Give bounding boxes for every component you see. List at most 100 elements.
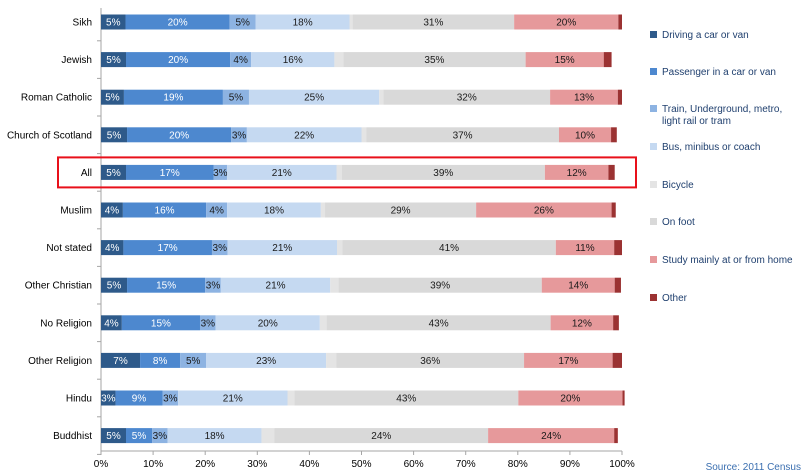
data-label: 5%	[132, 431, 147, 442]
legend-label: On foot	[662, 217, 695, 228]
data-label: 21%	[272, 243, 292, 254]
bar-segment	[349, 14, 353, 30]
legend-swatch	[650, 68, 657, 75]
x-tick-label: 100%	[609, 459, 635, 470]
bar-segment	[211, 240, 228, 256]
bar-segment	[206, 202, 228, 218]
bar-segment	[167, 428, 262, 444]
bar-segment	[222, 89, 249, 105]
data-label: 3%	[232, 130, 247, 141]
bar-segment	[127, 127, 232, 143]
category-label: Sikh	[73, 18, 92, 29]
bar-segment	[205, 277, 221, 293]
bar-segment	[337, 240, 343, 256]
highlight-box	[57, 156, 637, 189]
bar-segment	[320, 202, 326, 218]
bar-segment	[251, 52, 335, 68]
category-label: Buddhist	[53, 431, 92, 442]
data-label: 20%	[168, 55, 188, 66]
bar-segment	[178, 390, 288, 406]
bar-segment	[215, 315, 320, 331]
bar-segment	[617, 89, 622, 105]
data-label: 5%	[235, 18, 250, 29]
data-label: 20%	[168, 18, 188, 29]
legend-swatch	[650, 256, 657, 263]
data-label: 8%	[153, 356, 168, 367]
data-label: 5%	[106, 55, 121, 66]
data-label: 25%	[304, 93, 324, 104]
bar-segment	[366, 127, 559, 143]
category-label: Other Religion	[28, 356, 92, 367]
data-label: 36%	[420, 356, 440, 367]
data-label: 3%	[206, 281, 221, 292]
data-label: 5%	[229, 93, 244, 104]
bar-segment	[525, 52, 604, 68]
bar-segment	[514, 14, 619, 30]
bar-segment	[614, 428, 618, 444]
bar-segment	[180, 352, 207, 368]
bar-segment	[287, 390, 295, 406]
bar-segment	[261, 428, 275, 444]
data-label: 15%	[555, 55, 575, 66]
bar-segment	[541, 277, 615, 293]
category-label: No Religion	[40, 318, 92, 329]
legend-label: Bus, minibus or coach	[662, 142, 761, 153]
data-label: 3%	[163, 394, 178, 405]
data-label: 14%	[568, 281, 588, 292]
bar-segment	[140, 352, 181, 368]
bar-segment	[319, 315, 327, 331]
bar-segment	[524, 352, 613, 368]
bar-segment	[352, 14, 515, 30]
data-label: 20%	[556, 18, 576, 29]
data-label: 39%	[433, 168, 453, 179]
data-label: 17%	[558, 356, 578, 367]
bar-segment	[101, 202, 123, 218]
bar-segment	[101, 52, 127, 68]
data-label: 13%	[574, 93, 594, 104]
bar-segment	[488, 428, 615, 444]
legend-swatch	[650, 105, 657, 112]
category-label: Other Christian	[25, 281, 92, 292]
data-label: 24%	[541, 431, 561, 442]
legend-label: Passenger in a car or van	[662, 67, 776, 78]
legend-label: Other	[662, 293, 688, 304]
bar-segment	[341, 164, 545, 180]
bar-segment	[227, 164, 337, 180]
legend-label: Driving a car or van	[662, 30, 749, 41]
bar-segment	[343, 52, 526, 68]
data-label: 5%	[107, 281, 122, 292]
x-tick-label: 20%	[195, 459, 215, 470]
x-tick-label: 30%	[247, 459, 267, 470]
data-label: 21%	[266, 281, 286, 292]
bar-segment	[101, 428, 127, 444]
bar-segment	[220, 277, 331, 293]
data-label: 15%	[156, 281, 176, 292]
bar-segment	[614, 277, 621, 293]
data-label: 24%	[371, 431, 391, 442]
data-label: 3%	[101, 394, 116, 405]
bar-segment	[123, 240, 212, 256]
bar-segment	[248, 89, 380, 105]
data-label: 21%	[272, 168, 292, 179]
legend-swatch	[650, 143, 657, 150]
x-tick-label: 80%	[508, 459, 528, 470]
data-label: 5%	[106, 18, 121, 29]
bar-segment	[246, 127, 362, 143]
bar-segment	[101, 89, 124, 105]
bar-segment	[126, 164, 214, 180]
bar-segment	[255, 14, 350, 30]
category-label: All	[81, 168, 92, 179]
x-tick-label: 0%	[94, 459, 109, 470]
legend-swatch	[650, 218, 657, 225]
bar-segment	[361, 127, 367, 143]
bar-segment	[213, 164, 228, 180]
x-tick-label: 60%	[404, 459, 424, 470]
bar-segment	[603, 52, 612, 68]
bar-segment	[558, 127, 612, 143]
data-label: 12%	[572, 318, 592, 329]
bar-segment	[326, 352, 337, 368]
data-label: 37%	[453, 130, 473, 141]
bar-segment	[227, 202, 321, 218]
data-label: 41%	[439, 243, 459, 254]
data-label: 3%	[153, 431, 168, 442]
